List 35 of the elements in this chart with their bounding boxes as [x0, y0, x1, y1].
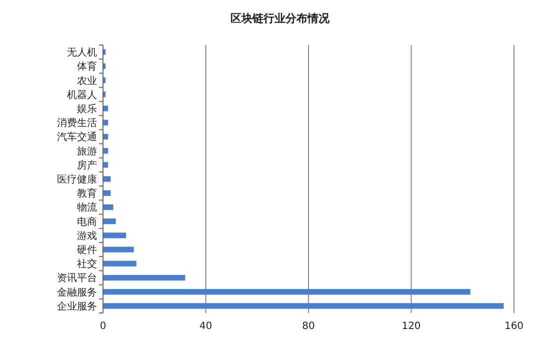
y-tick-label: 娱乐 — [77, 102, 97, 115]
chart-title: 区块链行业分布情况 — [230, 12, 330, 25]
bar — [103, 232, 126, 238]
bar — [103, 204, 114, 210]
y-tick-label: 无人机 — [67, 46, 97, 59]
x-tick-label: 160 — [504, 321, 524, 332]
x-tick-label: 80 — [302, 321, 315, 332]
x-tick-label: 0 — [100, 321, 106, 332]
bar — [103, 218, 116, 224]
bar — [103, 106, 108, 112]
y-tick-label: 资讯平台 — [57, 272, 97, 284]
bar — [103, 274, 186, 281]
bar — [103, 303, 504, 309]
y-tick-label: 游戏 — [77, 230, 97, 242]
y-tick-label: 电商 — [77, 216, 97, 228]
y-tick-label: 物流 — [77, 202, 97, 214]
y-tick-label: 教育 — [77, 188, 97, 200]
y-tick-label: 房产 — [77, 159, 97, 172]
y-tick-label: 农业 — [77, 74, 97, 87]
y-tick-label: 医疗健康 — [57, 174, 97, 186]
bar — [103, 289, 470, 295]
y-tick-label: 企业服务 — [57, 300, 97, 312]
y-tick-label: 社交 — [77, 258, 97, 270]
x-tick-label: 40 — [199, 321, 212, 332]
y-tick-label: 旅游 — [77, 145, 97, 158]
y-tick-label: 消费生活 — [57, 117, 97, 130]
bar — [103, 260, 136, 266]
y-tick-label: 汽车交通 — [57, 131, 97, 144]
bar — [103, 246, 134, 252]
y-tick-label: 体育 — [77, 60, 97, 73]
bar — [103, 176, 111, 182]
y-tick-label: 金融服务 — [57, 286, 97, 298]
y-tick-label: 机器人 — [67, 88, 97, 101]
x-tick-label: 120 — [402, 321, 421, 332]
y-tick-label: 硬件 — [77, 245, 97, 256]
